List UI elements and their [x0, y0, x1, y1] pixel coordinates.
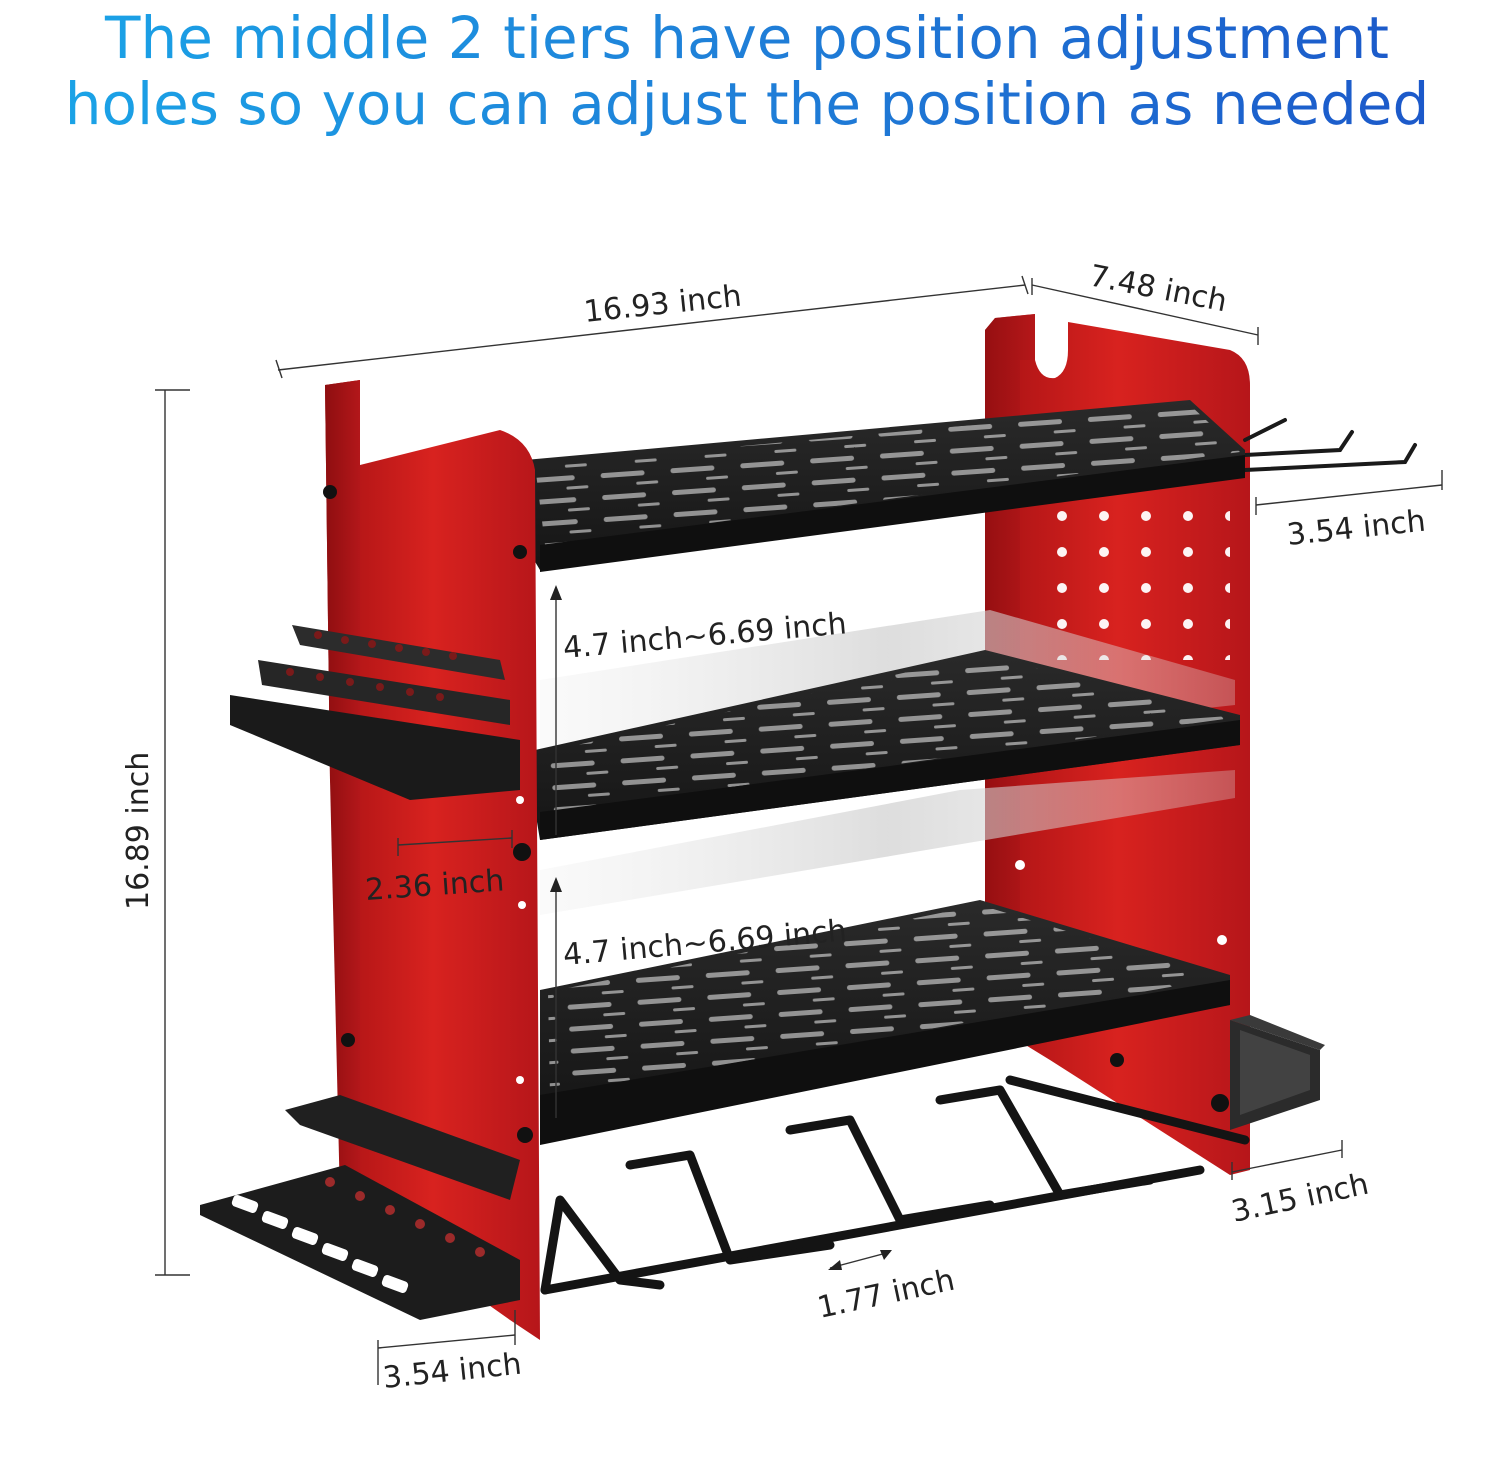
side-storage-box [1230, 1015, 1325, 1130]
dimension-lines [155, 275, 1443, 1385]
dim-slot-width-label: 1.77 inch [814, 1263, 957, 1326]
ghost-shelf-lower [540, 770, 1235, 915]
drill-hangers [540, 1075, 1250, 1295]
headline-line-2: holes so you can adjust the position as … [0, 72, 1494, 136]
headline-line-1: The middle 2 tiers have position adjustm… [0, 6, 1494, 70]
dim-hook-label: 3.54 inch [1285, 504, 1427, 553]
screwdriver-holder [230, 625, 520, 800]
dim-depth-label: 7.48 inch [1086, 258, 1229, 319]
hooks [1243, 418, 1417, 472]
dim-side-box-label: 3.15 inch [1228, 1167, 1371, 1230]
left-side-panel [323, 380, 540, 1340]
bottom-left-tray [200, 1095, 520, 1320]
dim-bottom-tray-label: 3.54 inch [381, 1347, 523, 1396]
dim-height-label: 16.89 inch [121, 752, 156, 910]
top-shelf [525, 400, 1245, 572]
bottom-shelf [540, 900, 1230, 1145]
dim-width-label: 16.93 inch [582, 279, 743, 330]
middle-shelf [535, 650, 1240, 840]
